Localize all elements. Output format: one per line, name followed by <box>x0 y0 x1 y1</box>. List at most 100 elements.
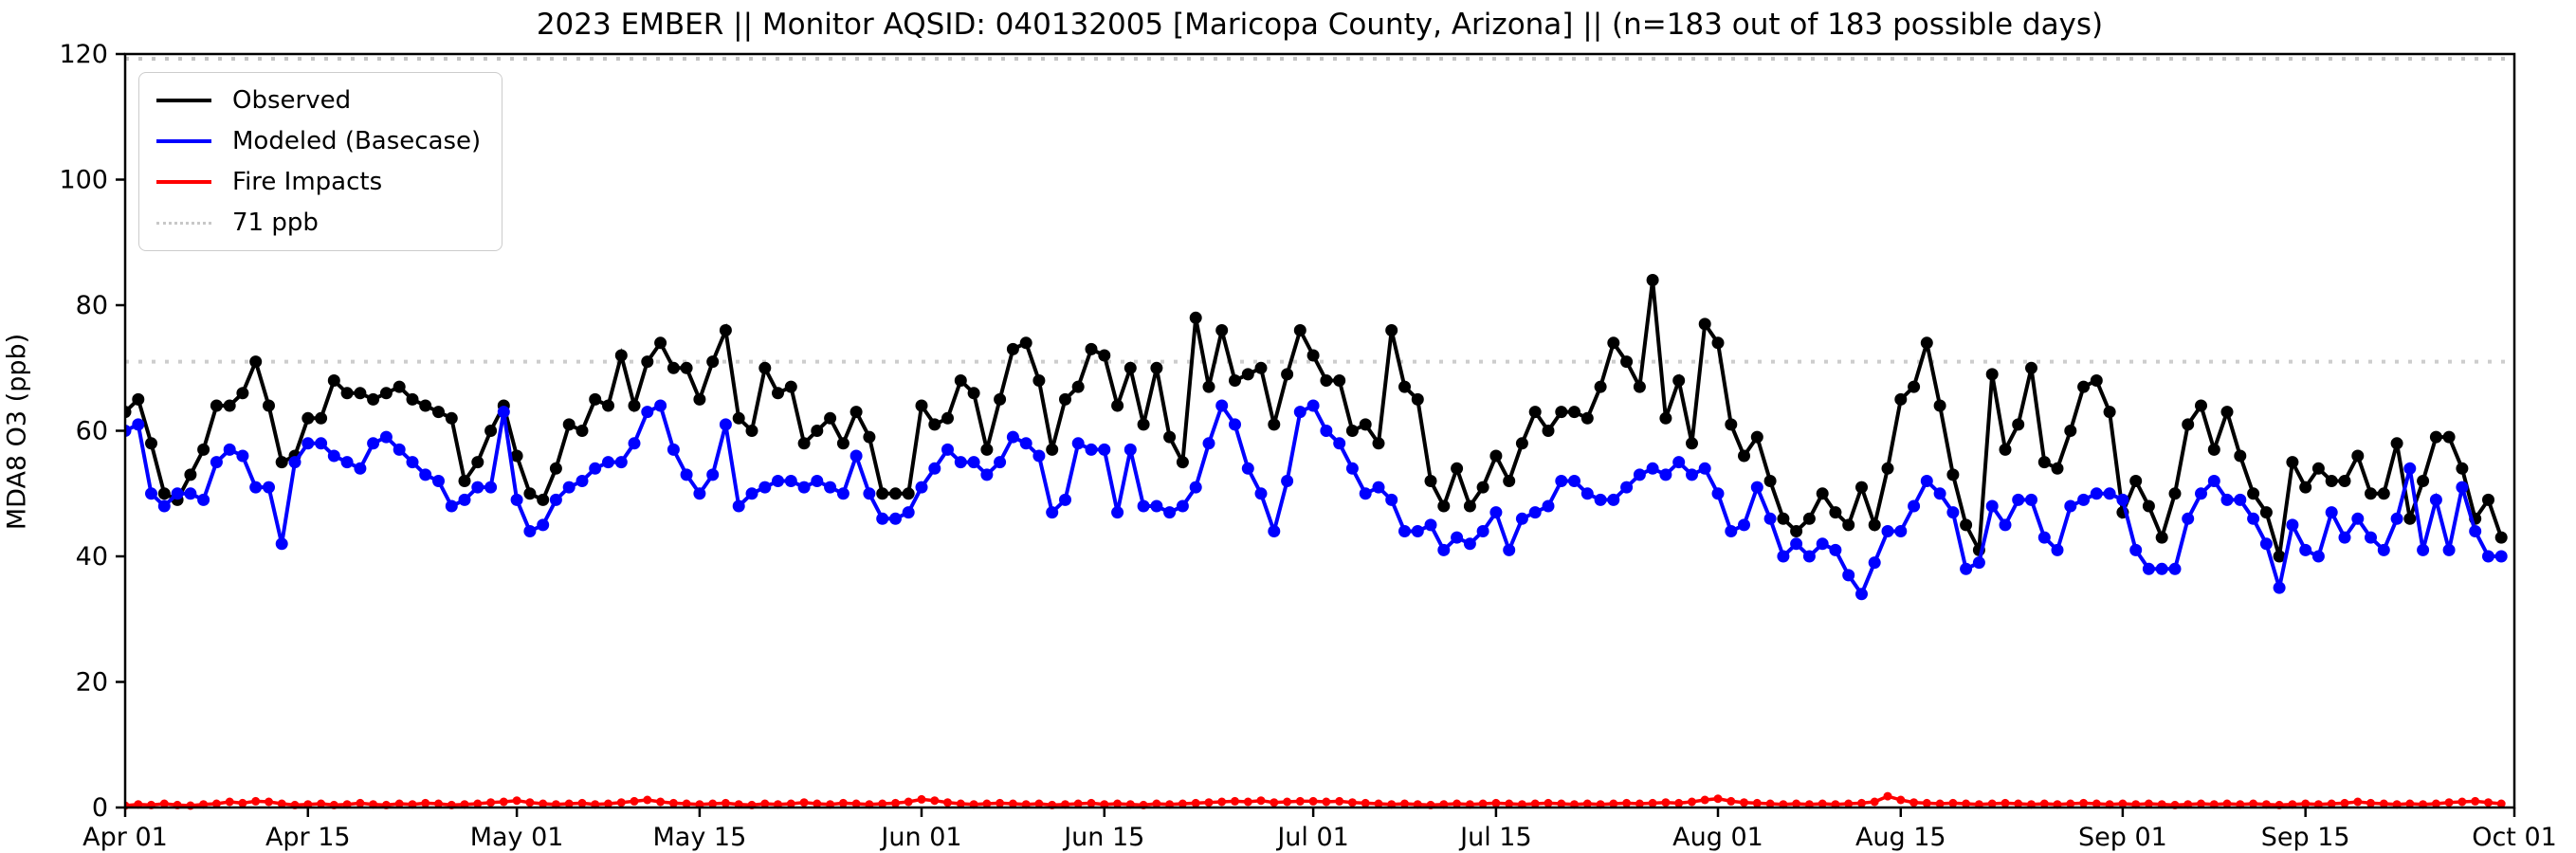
data-point <box>421 798 430 808</box>
data-point <box>1700 795 1709 805</box>
data-point <box>784 475 797 487</box>
data-point <box>1763 475 1777 487</box>
data-point <box>1085 443 1098 456</box>
y-tick-label: 40 <box>76 542 108 572</box>
data-point <box>458 493 471 506</box>
data-point <box>1792 799 1801 808</box>
data-point <box>132 392 145 406</box>
data-point <box>1542 425 1555 437</box>
data-point <box>1542 499 1555 513</box>
data-point <box>2144 799 2153 808</box>
data-point <box>2417 543 2430 556</box>
data-point <box>1740 798 1748 808</box>
data-point <box>1308 796 1318 806</box>
data-point <box>693 487 706 500</box>
data-point <box>1777 512 1790 525</box>
data-point <box>732 411 745 425</box>
data-point <box>2195 399 2207 412</box>
data-point <box>1111 399 1124 412</box>
data-point <box>1283 797 1292 807</box>
data-point <box>641 355 654 369</box>
data-point <box>1398 380 1411 393</box>
data-point <box>1985 499 1999 513</box>
data-point <box>1816 487 1829 500</box>
data-point <box>1555 475 1568 487</box>
data-point <box>1320 425 1333 437</box>
data-point <box>1633 380 1646 393</box>
data-point <box>1463 499 1476 513</box>
data-point <box>1229 374 1241 387</box>
data-point <box>327 449 340 463</box>
data-point <box>1686 437 1698 450</box>
y-tick-label: 80 <box>76 291 108 320</box>
data-point <box>850 406 863 419</box>
data-point <box>1345 425 1359 437</box>
data-point <box>2365 487 2377 500</box>
data-point <box>668 798 678 808</box>
data-point <box>2234 493 2247 506</box>
data-point <box>745 425 758 437</box>
data-point <box>1452 799 1462 808</box>
data-point <box>732 499 745 513</box>
data-point <box>2222 799 2232 808</box>
data-point <box>1046 506 1059 519</box>
data-point <box>1437 543 1451 556</box>
data-point <box>2168 487 2182 500</box>
data-point <box>1580 487 1594 500</box>
data-point <box>445 499 458 513</box>
data-point <box>1607 493 1620 506</box>
data-point <box>367 392 380 406</box>
data-point <box>1333 437 1346 450</box>
data-point <box>915 481 928 494</box>
data-point <box>2155 562 2168 575</box>
data-point <box>1999 443 2012 456</box>
data-point <box>2090 374 2103 387</box>
data-point <box>1306 399 1320 412</box>
data-point <box>604 799 612 808</box>
data-point <box>2390 437 2403 450</box>
data-point <box>994 456 1007 469</box>
data-point <box>838 798 848 808</box>
data-point <box>1505 799 1514 808</box>
data-point <box>1842 518 1855 532</box>
x-tick-label: Aug 01 <box>1672 823 1763 852</box>
data-point <box>891 798 900 808</box>
data-point <box>238 798 247 808</box>
legend-label: Modeled (Basecase) <box>232 127 482 155</box>
data-point <box>1557 799 1566 808</box>
data-point <box>340 387 354 400</box>
data-point <box>589 392 602 406</box>
data-point <box>1034 799 1044 808</box>
data-point <box>682 799 691 808</box>
data-point <box>2379 799 2388 808</box>
series-modeled-basecase- <box>125 399 2508 601</box>
data-point <box>1374 799 1383 808</box>
data-point <box>2197 799 2205 808</box>
data-point <box>471 456 484 469</box>
data-point <box>1829 543 1842 556</box>
data-point <box>525 798 535 808</box>
data-point <box>549 493 562 506</box>
data-point <box>1555 406 1568 419</box>
data-point <box>1202 380 1215 393</box>
data-point <box>1686 468 1698 481</box>
data-point <box>1113 799 1123 808</box>
data-point <box>1322 797 1331 807</box>
x-tick-label: Oct 01 <box>2472 823 2557 852</box>
data-point <box>1726 796 1736 806</box>
data-point <box>251 796 261 806</box>
y-tick-label: 120 <box>59 40 108 69</box>
data-point <box>223 399 236 412</box>
data-point <box>641 406 654 419</box>
data-point <box>1948 798 1958 808</box>
data-point <box>1293 406 1306 419</box>
data-point <box>432 406 445 419</box>
data-point <box>562 418 575 431</box>
legend-label: Fire Impacts <box>232 168 383 196</box>
data-point <box>394 799 404 808</box>
data-point <box>1204 798 1214 808</box>
data-point <box>406 456 419 469</box>
data-point <box>2311 462 2325 475</box>
data-point <box>197 493 210 506</box>
data-point <box>2340 798 2349 808</box>
